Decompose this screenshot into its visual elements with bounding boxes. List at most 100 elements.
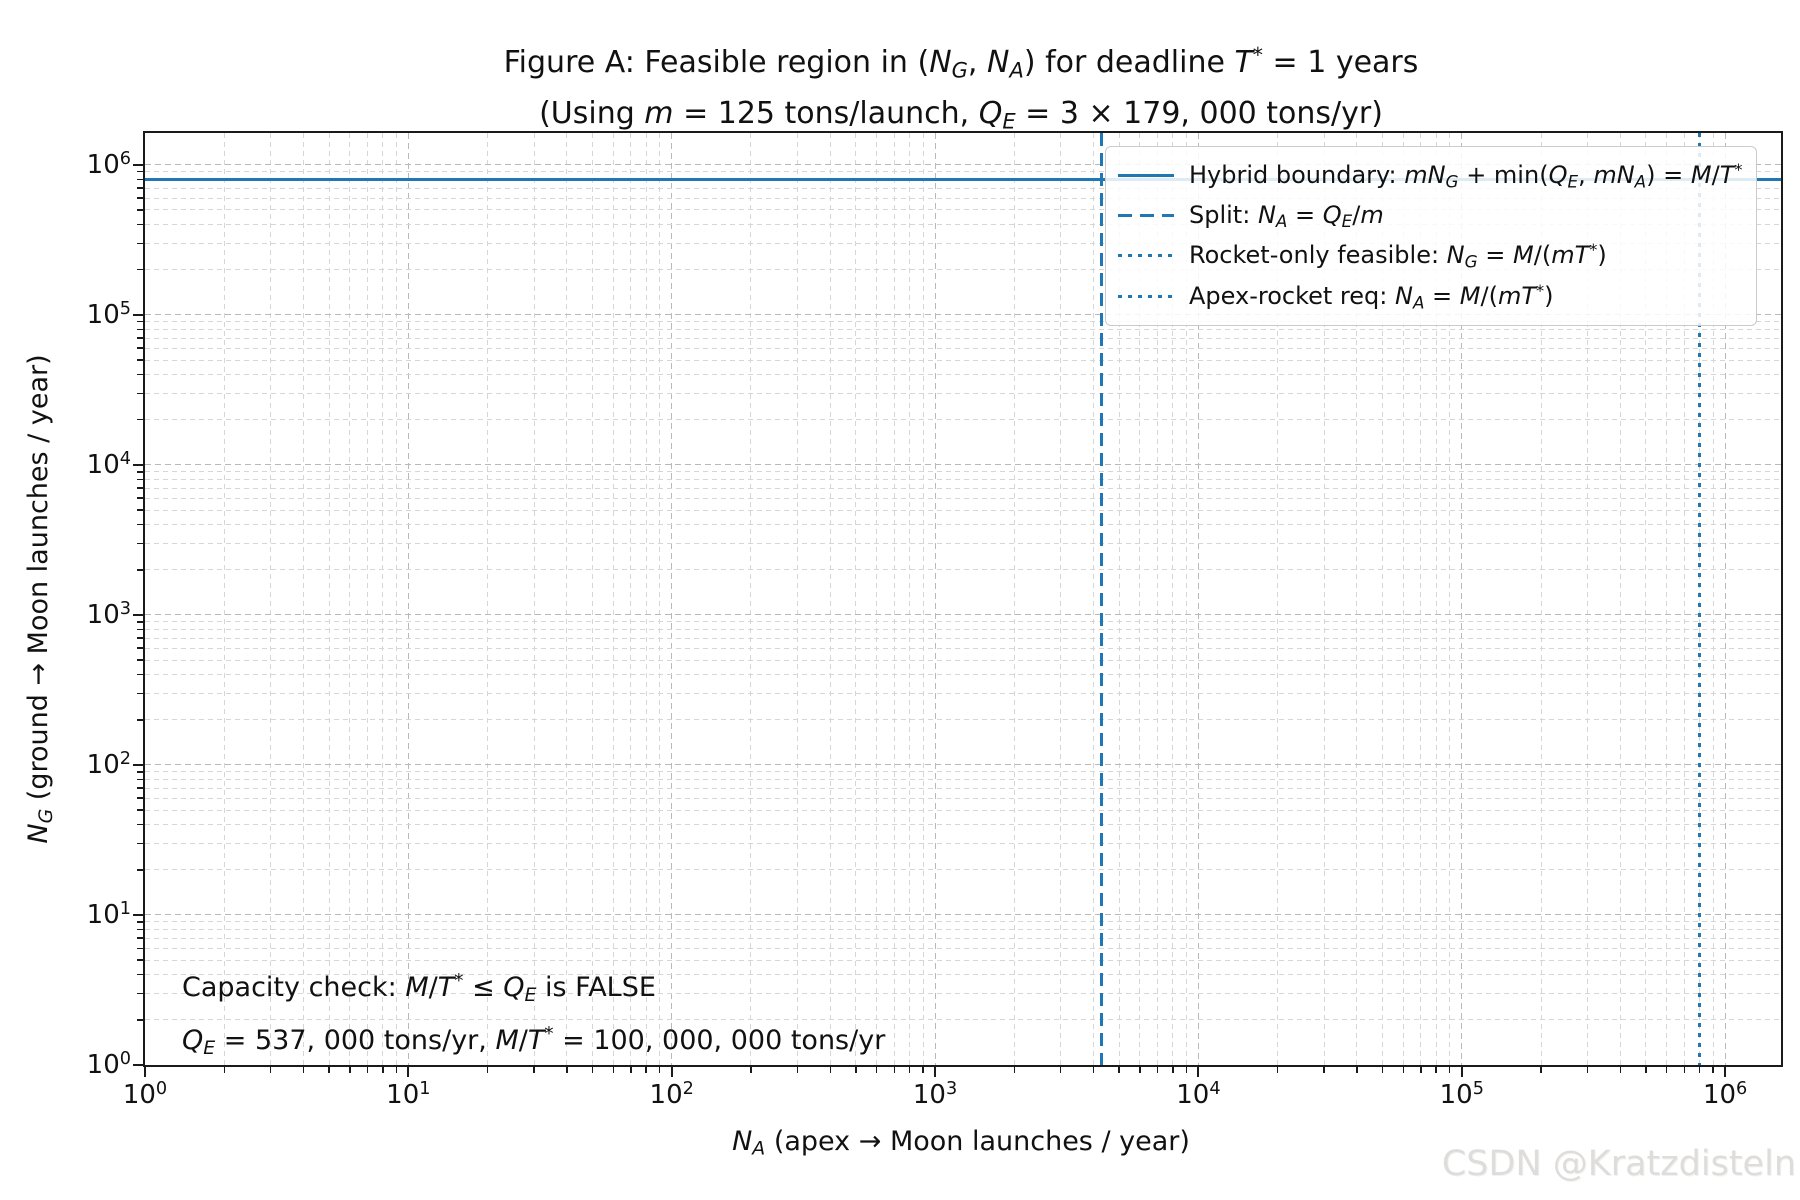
y-minor-gridline: [145, 692, 1781, 694]
y-minor-gridline: [145, 374, 1781, 376]
y-minor-tick: [137, 471, 145, 473]
y-minor-gridline: [145, 959, 1781, 961]
y-minor-tick: [137, 347, 145, 349]
y-minor-tick: [137, 659, 145, 661]
y-minor-gridline: [145, 929, 1781, 930]
y-minor-gridline: [145, 659, 1781, 661]
y-minor-gridline: [145, 787, 1781, 789]
x-minor-gridline: [1139, 133, 1141, 1065]
x-minor-tick: [908, 1065, 911, 1073]
y-minor-gridline: [145, 359, 1781, 361]
x-minor-gridline: [1060, 133, 1062, 1065]
x-minor-gridline: [223, 133, 225, 1065]
x-major-tick: [144, 1065, 146, 1077]
y-minor-tick: [137, 542, 145, 545]
y-minor-tick: [137, 373, 145, 376]
x-minor-tick: [796, 1065, 799, 1073]
y-minor-tick: [137, 719, 145, 721]
x-minor-gridline: [645, 133, 647, 1065]
x-minor-gridline: [1683, 133, 1685, 1065]
legend-sample-dashed-line: [1118, 214, 1174, 218]
x-minor-gridline: [922, 133, 924, 1065]
x-minor-tick: [328, 1065, 330, 1073]
y-minor-gridline: [145, 824, 1781, 826]
y-minor-gridline: [145, 569, 1781, 571]
x-minor-gridline: [487, 133, 489, 1065]
x-minor-gridline: [1435, 133, 1437, 1065]
y-major-tick: [133, 763, 145, 766]
chart-title-line1: Figure A: Feasible region in (NG, NA) fo…: [503, 43, 1419, 83]
legend-label: Split: NA = QE/m: [1189, 200, 1384, 231]
x-minor-gridline: [395, 133, 397, 1065]
y-minor-tick: [137, 797, 145, 799]
x-minor-gridline: [349, 133, 351, 1065]
x-tick-label: 100: [122, 1079, 168, 1110]
x-minor-tick: [1276, 1065, 1279, 1073]
x-minor-tick: [366, 1065, 369, 1073]
y-minor-gridline: [145, 974, 1781, 976]
x-major-tick: [407, 1065, 410, 1077]
y-minor-tick: [137, 637, 145, 639]
y-minor-tick: [137, 418, 145, 421]
x-minor-gridline: [1185, 133, 1187, 1065]
capacity-check-annotation: Capacity check: M/T* ≤ QE is FALSE QE = …: [182, 962, 885, 1068]
x-minor-gridline: [1645, 133, 1647, 1065]
y-minor-gridline: [145, 321, 1781, 323]
y-minor-tick: [137, 992, 145, 995]
x-tick-label: 102: [649, 1079, 694, 1110]
y-minor-gridline: [145, 392, 1781, 394]
y-major-gridline: [145, 614, 1781, 616]
legend-label: Rocket-only feasible: NG = M/(mT*): [1189, 240, 1607, 272]
x-minor-gridline: [829, 133, 831, 1065]
x-minor-gridline: [659, 133, 661, 1065]
y-major-gridline: [145, 464, 1781, 466]
y-minor-tick: [137, 209, 145, 211]
y-major-tick: [133, 463, 145, 466]
x-minor-tick: [395, 1065, 398, 1073]
y-major-gridline: [145, 764, 1781, 766]
y-minor-gridline: [145, 937, 1781, 939]
x-minor-gridline: [382, 133, 384, 1065]
y-minor-tick: [137, 487, 145, 489]
x-tick-label: 105: [1439, 1079, 1484, 1110]
y-minor-tick: [137, 170, 145, 173]
x-minor-tick: [349, 1065, 351, 1073]
x-minor-tick: [612, 1065, 615, 1073]
x-minor-tick: [630, 1065, 632, 1073]
y-minor-gridline: [145, 628, 1781, 630]
x-minor-tick: [750, 1065, 752, 1073]
y-minor-gridline: [145, 621, 1781, 623]
y-tick-label: 106: [86, 148, 131, 180]
y-major-gridline: [145, 914, 1781, 916]
x-minor-gridline: [1666, 133, 1668, 1065]
x-minor-tick: [1139, 1065, 1141, 1073]
y-minor-tick: [137, 337, 145, 339]
x-minor-gridline: [1420, 133, 1422, 1065]
y-minor-tick: [137, 178, 145, 181]
x-tick-label: 103: [912, 1079, 958, 1110]
x-major-tick: [1197, 1065, 1200, 1077]
chart-title: Figure A: Feasible region in (NG, NA) fo…: [143, 34, 1779, 144]
y-minor-gridline: [145, 171, 1781, 173]
plot-area: Hybrid boundary: mNG + min(QE, mNA) = M/…: [87, 131, 1783, 1110]
x-minor-tick: [875, 1065, 878, 1073]
y-minor-tick: [137, 497, 145, 499]
x-minor-gridline: [566, 133, 568, 1065]
x-minor-tick: [1698, 1065, 1701, 1073]
y-minor-tick: [137, 947, 145, 949]
y-minor-tick: [137, 869, 145, 871]
legend-box: Hybrid boundary: mNG + min(QE, mNA) = M/…: [1105, 146, 1757, 326]
y-major-tick: [133, 163, 145, 166]
x-major-gridline: [671, 133, 673, 1065]
y-minor-tick: [137, 778, 145, 781]
x-minor-tick: [893, 1065, 896, 1073]
y-minor-tick: [137, 842, 145, 845]
x-minor-gridline: [1619, 133, 1621, 1065]
legend-sample-dotted-line: [1118, 295, 1174, 299]
x-minor-tick: [1586, 1065, 1589, 1073]
x-minor-gridline: [1449, 133, 1451, 1065]
legend-item-apex-rocket-req: Apex-rocket req: NA = M/(mT*): [1118, 281, 1744, 312]
y-major-tick: [133, 313, 145, 316]
y-minor-gridline: [145, 771, 1781, 773]
